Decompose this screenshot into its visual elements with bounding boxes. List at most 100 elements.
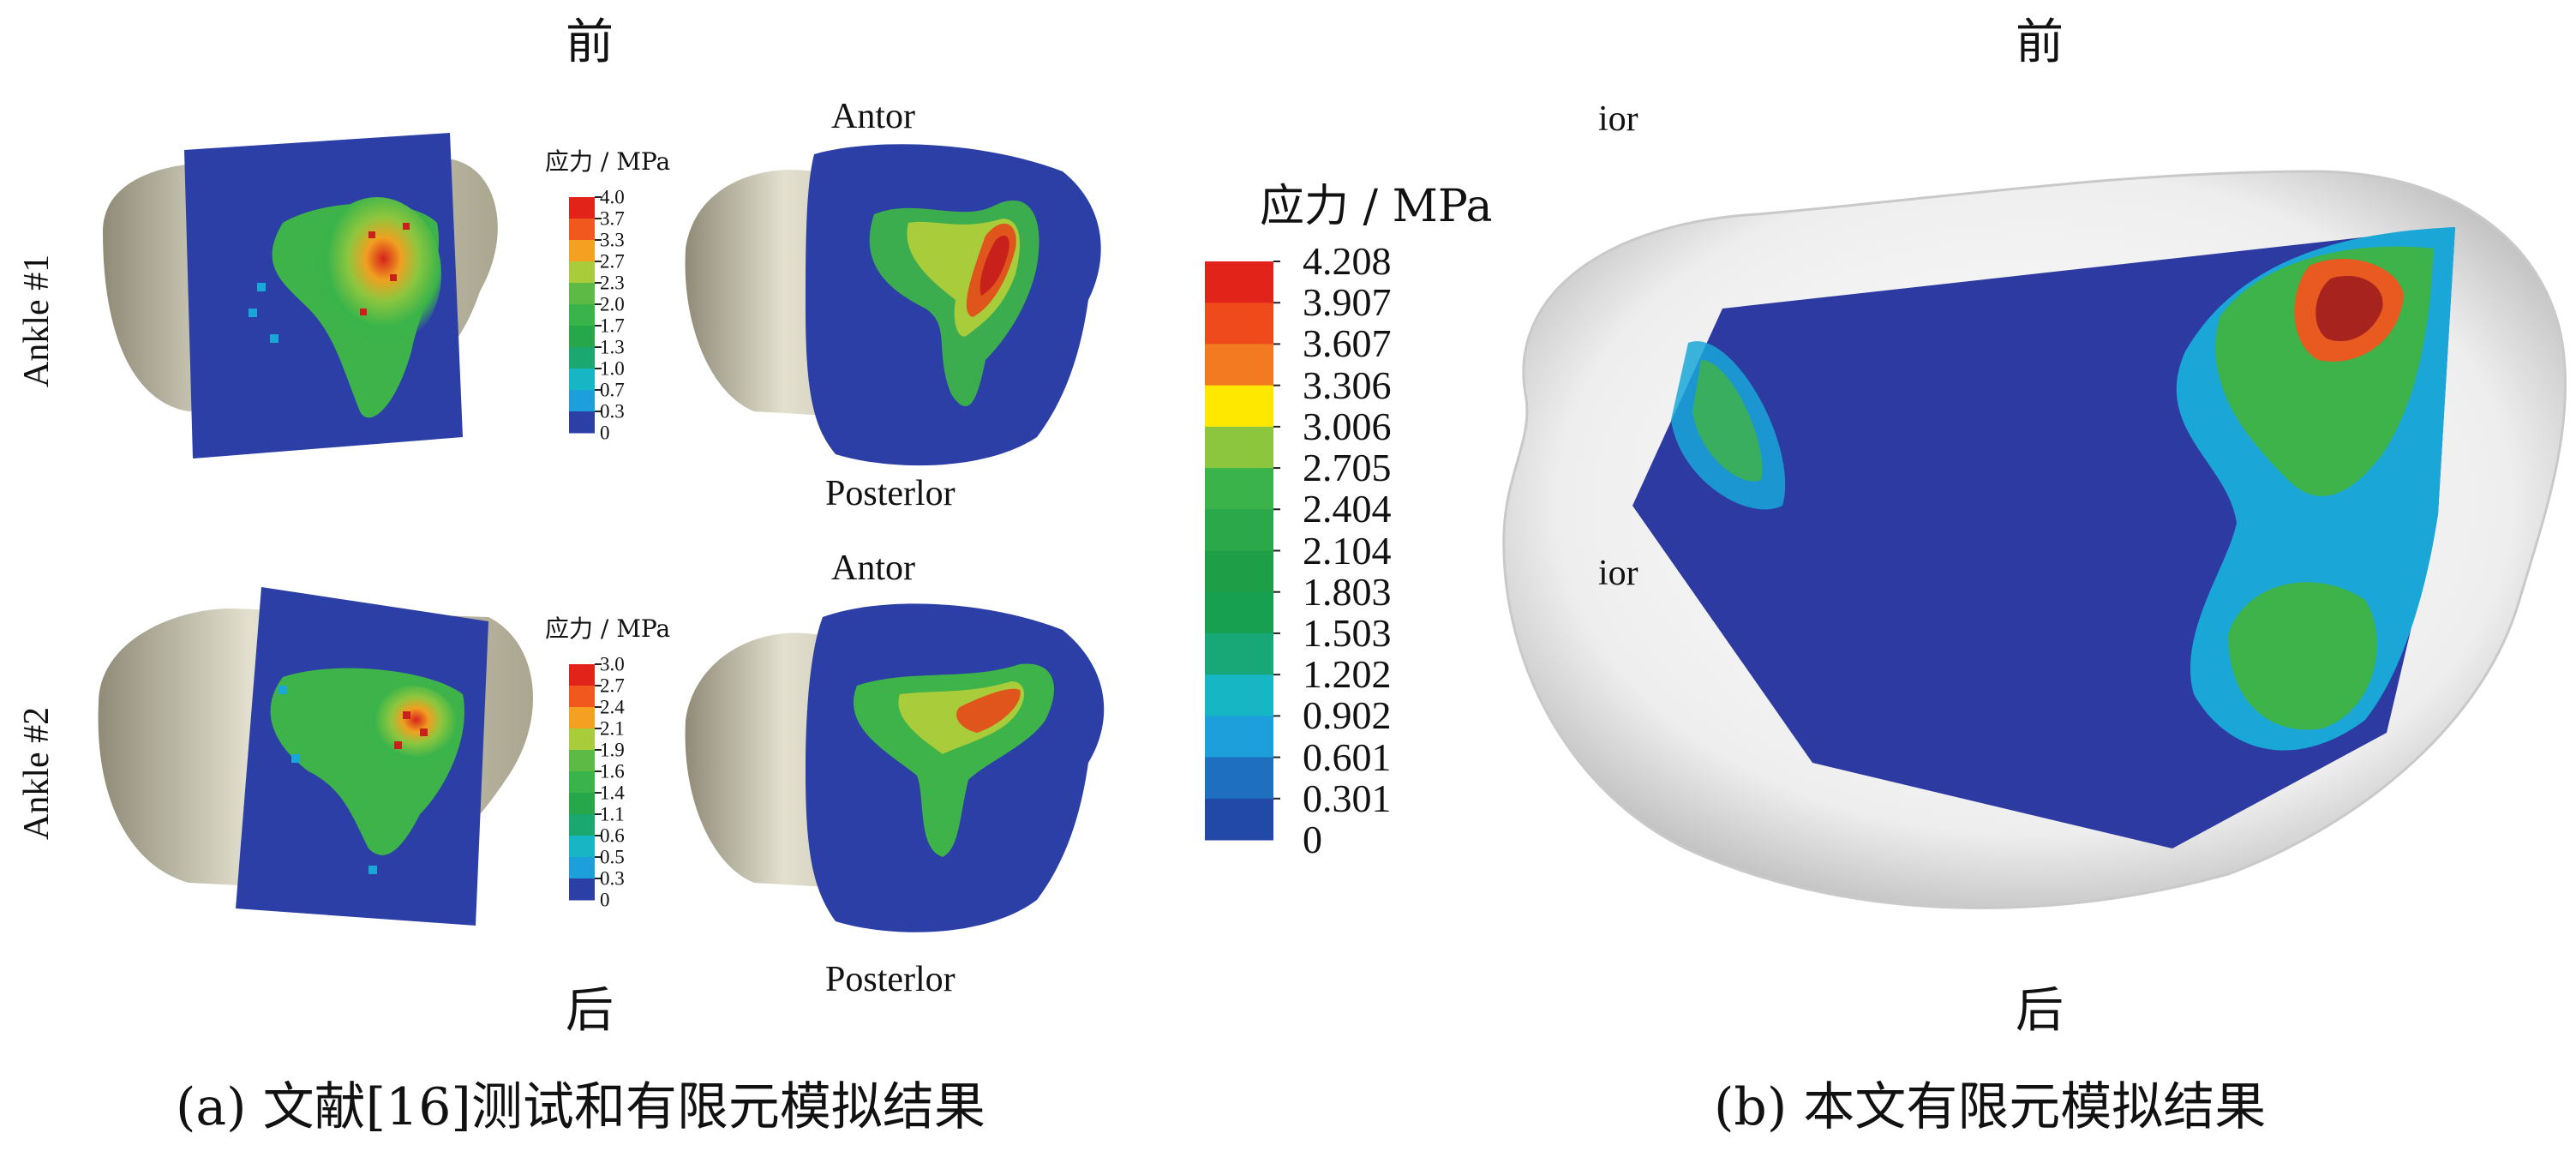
legend-color-band [569, 771, 595, 794]
legend-color-band [1205, 261, 1273, 303]
legend-color-band [569, 664, 595, 686]
legend-color-band [1205, 344, 1273, 387]
posterior-label-1: Posterlor [825, 474, 956, 513]
ankle-2-test-image [98, 587, 534, 926]
legend-color-band [569, 219, 595, 241]
legend-tick-label: 3.306 [1303, 363, 1392, 407]
legend-color-band [569, 261, 595, 284]
legend-tick-label: 1.803 [1303, 569, 1392, 614]
legend-color-band [1205, 798, 1273, 841]
legend-tick-label: 1.4 [600, 782, 625, 804]
main-legend-colorbar [1205, 261, 1280, 841]
legend-tick-label: 4.0 [600, 186, 625, 208]
legend-color-band [569, 304, 595, 327]
legend-color-band [1205, 468, 1273, 510]
main-legend-ticks: 4.208 3.907 3.607 3.306 3.006 2.705 2.404 2.104… [1303, 239, 1457, 861]
ankle-2-label: Ankle #2 [17, 706, 57, 840]
legend-color-band [1205, 303, 1273, 345]
legend-tick-label: 1.0 [600, 357, 625, 380]
panel-b-caption: (b) 本文有限元模拟结果 [1714, 1077, 2267, 1137]
legend-color-band [1205, 550, 1273, 593]
legend-color-band [569, 390, 595, 412]
legend-tick-label: 2.104 [1303, 528, 1392, 573]
ankle-1-fe-image [685, 144, 1101, 466]
legend-color-band [569, 197, 595, 219]
legend-color-band [569, 369, 595, 391]
legend-color-band [569, 750, 595, 772]
panel-a-bottom-direction: 后 [566, 983, 614, 1039]
legend-tick-label: 0.601 [1303, 734, 1392, 779]
legend-tick-label: 0.5 [600, 846, 625, 868]
legend-color-band [1205, 509, 1273, 551]
ankle-1-label: Ankle #1 [17, 254, 57, 387]
legend-color-band [569, 283, 595, 305]
legend-tick-label: 3.7 [600, 207, 625, 230]
legend-tick-label: 3.607 [1303, 321, 1392, 366]
legend-1-ticks: 4.0 3.7 3.3 2.7 2.3 2.0 1.7 1.3 1.0 0.7 0.3 0 [600, 186, 651, 447]
legend-color-band [569, 240, 595, 262]
legend-tick-label: 1.503 [1303, 610, 1392, 655]
legend-tick-label: 3.0 [600, 653, 625, 675]
posterior-label-2: Posterlor [825, 960, 956, 999]
panel-a-caption: (a) 文献[16]测试和有限元模拟结果 [176, 1077, 985, 1137]
legend-tick-label: 0.6 [600, 824, 625, 847]
legend-tick-label: 4.208 [1303, 239, 1392, 283]
legend-tick-label: 1.1 [600, 803, 625, 825]
legend-color-band [569, 347, 595, 369]
legend-color-band [569, 707, 595, 729]
legend-color-band [1205, 716, 1273, 758]
legend-tick-label: 3.3 [600, 229, 625, 251]
legend-color-band [569, 686, 595, 708]
legend-tick-label: 0.3 [600, 400, 625, 423]
legend-tick-label: 0 [600, 422, 610, 444]
legend-color-band [569, 857, 595, 879]
legend-tick-label: 2.4 [600, 696, 625, 718]
legend-1-colorbar [569, 196, 602, 434]
legend-tick-label: 2.7 [600, 674, 625, 697]
legend-tick-label: 0.3 [600, 867, 625, 890]
legend-color-band [569, 814, 595, 836]
partial-label-2: ior [1598, 554, 1638, 593]
partial-label-1: ior [1598, 99, 1638, 139]
legend-tick-label: 2.705 [1303, 446, 1392, 490]
legend-tick-label: 2.7 [600, 250, 625, 273]
legend-tick-label: 3.907 [1303, 280, 1392, 325]
legend-2-title: 应力 / MPa [545, 614, 671, 643]
legend-tick-label: 0.902 [1303, 693, 1392, 738]
legend-tick-label: 0.7 [600, 379, 625, 401]
legend-color-band [569, 793, 595, 815]
legend-tick-label: 0 [1303, 818, 1322, 861]
legend-tick-label: 0.301 [1303, 776, 1392, 820]
ankle-1-test-image [103, 133, 498, 459]
panel-b-top-direction: 前 [2016, 15, 2064, 70]
legend-color-band [569, 411, 595, 434]
main-legend-title: 应力 / MPa [1260, 181, 1493, 232]
legend-color-band [1205, 757, 1273, 800]
legend-1-title: 应力 / MPa [545, 147, 671, 176]
legend-tick-label: 2.3 [600, 272, 625, 294]
legend-2-ticks: 3.0 2.7 2.4 2.1 1.9 1.6 1.4 1.1 0.6 0.5 0.3 0 [600, 653, 651, 914]
legend-color-band [1205, 591, 1273, 634]
legend-color-band [1205, 426, 1273, 469]
panel-a-top-direction: 前 [566, 15, 614, 70]
legend-tick-label: 2.1 [600, 717, 625, 740]
legend-color-band [1205, 385, 1273, 428]
legend-color-band [569, 878, 595, 901]
legend-tick-label: 1.3 [600, 336, 625, 358]
anterior-label-1: Antor [831, 97, 915, 136]
legend-tick-label: 2.404 [1303, 487, 1392, 531]
legend-color-band [1205, 674, 1273, 716]
legend-tick-label: 3.006 [1303, 404, 1392, 448]
legend-2-colorbar [569, 663, 602, 901]
legend-tick-label: 0 [600, 889, 610, 911]
legend-tick-label: 1.9 [600, 739, 625, 761]
ankle-2-fe-image [685, 603, 1105, 932]
anterior-label-2: Antor [831, 549, 915, 588]
legend-color-band [569, 836, 595, 858]
legend-tick-label: 1.6 [600, 760, 625, 782]
legend-color-band [1205, 632, 1273, 675]
legend-color-band [569, 728, 595, 751]
legend-tick-label: 1.202 [1303, 652, 1392, 697]
panel-b-fe-model [1502, 170, 2567, 909]
panel-b-bottom-direction: 后 [2016, 983, 2064, 1039]
